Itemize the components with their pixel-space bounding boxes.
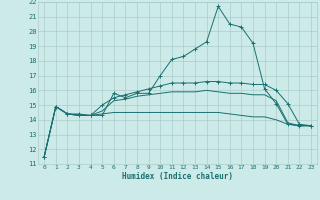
X-axis label: Humidex (Indice chaleur): Humidex (Indice chaleur) <box>122 172 233 181</box>
